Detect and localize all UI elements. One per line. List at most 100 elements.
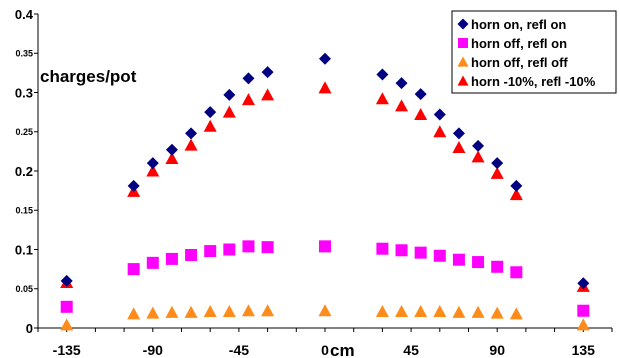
data-point <box>222 105 236 118</box>
y-tick-label: 0.15 <box>15 205 33 215</box>
x-tick-label: 135 <box>572 342 596 358</box>
data-point <box>472 256 485 269</box>
data-point <box>472 139 485 152</box>
data-point <box>319 240 331 253</box>
data-point <box>241 93 255 106</box>
y-tick-labels: 0 0.05 0.1 0.15 0.2 0.25 0.3 0.35 0.4 <box>15 7 38 336</box>
data-point <box>491 157 504 170</box>
data-point <box>375 305 389 318</box>
data-point <box>491 260 504 273</box>
data-point <box>414 107 428 121</box>
series-1 <box>60 240 590 317</box>
data-point <box>165 252 178 265</box>
legend-box <box>451 10 617 94</box>
data-point <box>223 243 236 256</box>
data-point <box>204 245 217 258</box>
data-point <box>204 106 217 119</box>
data-point <box>184 138 198 151</box>
y-axis-label: charges/pot <box>40 67 137 86</box>
data-point <box>433 108 446 121</box>
y-tick-label: 0 <box>26 321 33 336</box>
data-point <box>261 304 275 317</box>
data-point <box>490 306 504 319</box>
data-point <box>375 92 389 105</box>
data-point <box>509 188 523 201</box>
data-point <box>452 140 466 153</box>
y-tick-label: 0.35 <box>15 48 33 58</box>
x-tick-label: -90 <box>143 342 163 358</box>
data-point <box>146 256 159 269</box>
legend-marker <box>457 75 469 86</box>
data-point <box>261 241 274 254</box>
series-0 <box>60 52 590 290</box>
x-tick-label: 0 <box>321 342 329 358</box>
data-point <box>376 68 389 81</box>
data-point <box>452 253 465 266</box>
series-2 <box>60 304 590 331</box>
x-tick-labels: -135 -90 -45 0 45 90 135 <box>37 328 613 358</box>
data-point <box>510 266 523 279</box>
series-3 <box>60 81 590 292</box>
data-point <box>60 274 73 287</box>
data-point <box>414 246 427 259</box>
data-point <box>127 179 140 192</box>
x-tick-label: -135 <box>53 342 81 358</box>
data-point <box>241 304 255 317</box>
data-point <box>509 307 523 320</box>
data-point <box>261 88 275 101</box>
data-point <box>433 249 446 262</box>
data-point <box>452 305 466 318</box>
data-point <box>452 127 465 140</box>
data-point <box>319 52 331 65</box>
data-point <box>395 99 409 112</box>
data-point <box>433 305 447 318</box>
data-point <box>165 305 179 318</box>
data-point <box>414 305 428 318</box>
data-point <box>510 179 523 192</box>
data-point <box>146 164 160 177</box>
data-point <box>261 66 274 79</box>
data-point <box>490 166 504 179</box>
data-point <box>203 119 217 132</box>
data-point <box>433 125 447 138</box>
x-axis-label: cm <box>330 341 355 358</box>
legend-label: horn -10%, refl -10% <box>471 74 596 89</box>
data-point <box>471 305 485 318</box>
data-point <box>60 300 73 313</box>
data-point <box>318 81 332 94</box>
x-tick-label: 90 <box>489 342 505 358</box>
legend-marker <box>457 18 469 30</box>
data-point <box>471 150 485 163</box>
data-point <box>242 72 255 85</box>
data-point <box>60 318 74 331</box>
y-tick-label: 0.05 <box>15 284 33 294</box>
data-point <box>395 244 408 257</box>
y-tick-label: 0.4 <box>15 7 34 22</box>
data-point <box>146 157 159 170</box>
x-tick-label: -45 <box>229 342 249 358</box>
data-point <box>577 277 590 290</box>
data-points <box>60 52 590 331</box>
data-point <box>242 240 255 253</box>
data-point <box>414 88 427 101</box>
data-point <box>127 307 141 320</box>
data-point <box>395 77 408 90</box>
legend-marker <box>458 38 468 48</box>
data-point <box>127 263 140 276</box>
data-point <box>146 306 160 319</box>
data-point <box>165 143 178 156</box>
data-point <box>165 151 179 164</box>
legend-label: horn on, refl on <box>471 17 566 32</box>
data-point <box>577 304 590 317</box>
data-point <box>203 305 217 318</box>
data-point <box>185 248 198 261</box>
data-point <box>222 305 236 318</box>
legend-label: horn off, refl on <box>471 36 567 51</box>
data-point <box>395 305 409 318</box>
data-point <box>576 318 590 331</box>
legend-label: horn off, refl off <box>471 55 568 70</box>
data-point <box>318 304 332 317</box>
x-tick-label: 45 <box>403 342 419 358</box>
data-point <box>376 242 389 255</box>
